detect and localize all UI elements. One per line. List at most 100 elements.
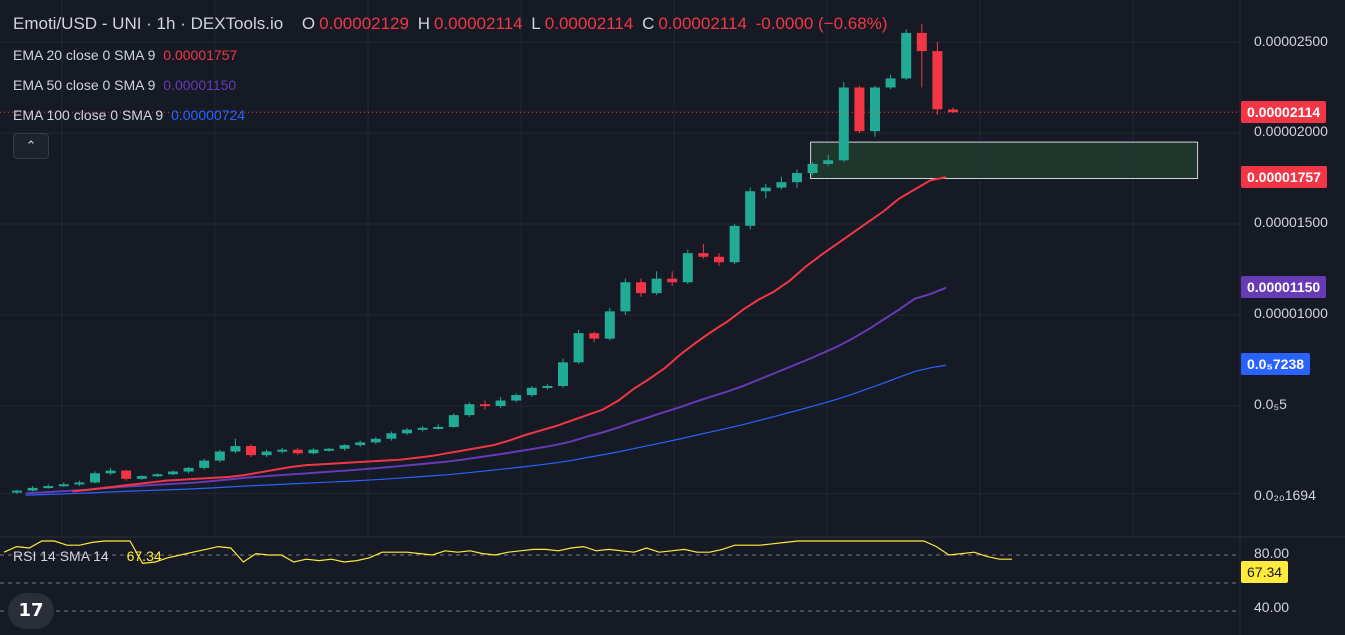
ohlc-low-value: 0.00002114: [544, 14, 634, 33]
candle-body: [58, 484, 69, 487]
rsi-tick-label: 80.00: [1254, 545, 1290, 561]
y-tick-label: 0.00001500: [1254, 214, 1328, 230]
collapse-legend-button[interactable]: ⌃: [13, 133, 49, 159]
candle-body: [246, 446, 256, 456]
candle-body: [308, 449, 319, 454]
candle-body: [870, 87, 880, 132]
ema100-line: [25, 364, 947, 496]
candle-body: [324, 448, 334, 451]
candle-body: [261, 451, 272, 456]
candle-body: [74, 482, 85, 485]
candle-body: [433, 426, 444, 429]
ohlc-low-key: L: [531, 14, 541, 33]
ohlc-close-value: 0.00002114: [658, 14, 747, 33]
candle-body: [745, 191, 756, 226]
candle-body: [480, 404, 490, 407]
candle-body: [292, 449, 303, 454]
candle-body: [651, 278, 662, 294]
candle-body: [464, 404, 475, 416]
candle-body: [417, 427, 428, 430]
rsi-name: RSI 14 SMA 14: [13, 548, 109, 564]
candle-body: [760, 187, 771, 192]
candle-body: [121, 470, 132, 479]
chevron-up-icon: ⌃: [25, 138, 37, 153]
y-tick-label: 0.00002000: [1254, 123, 1328, 139]
candle-body: [604, 311, 615, 339]
candle-body: [729, 225, 740, 263]
candle-body: [807, 163, 818, 174]
candle-body: [355, 442, 366, 446]
candle-body: [916, 32, 927, 52]
candle-body: [152, 474, 163, 477]
ohlc-high-key: H: [417, 14, 430, 33]
candle-body: [230, 446, 241, 452]
ohlc-high-value: 0.00002114: [434, 14, 523, 33]
candle-body: [511, 395, 522, 401]
y-tick-label: 0.0₂₀1694: [1254, 487, 1316, 503]
ema100-value: 0.00000724: [171, 107, 246, 123]
candle-body: [776, 182, 787, 188]
ema50-name: EMA 50 close 0 SMA 9: [13, 77, 156, 93]
candle-body: [667, 278, 678, 283]
rsi-pane: [0, 540, 1240, 612]
ema100-price-badge: 0.0₅7238: [1241, 353, 1311, 375]
candle-body: [214, 451, 225, 461]
ema20-line: [72, 176, 947, 493]
symbol-title: Emoti/USD - UNI · 1h · DEXTools.io: [13, 14, 284, 33]
candle-body: [370, 438, 381, 443]
candle-body: [277, 449, 288, 452]
ema50-line: [25, 286, 947, 495]
ema20-legend[interactable]: EMA 20 close 0 SMA 9 0.00001757: [13, 47, 241, 63]
candle-body: [948, 109, 958, 113]
candle-body: [542, 385, 553, 388]
ema100-legend[interactable]: EMA 100 close 0 SMA 9 0.00000724: [13, 107, 249, 123]
candle-body: [12, 490, 22, 493]
ema20-value: 0.00001757: [163, 47, 238, 63]
candle-body: [105, 470, 116, 474]
candle-body: [589, 333, 600, 339]
candle-body: [168, 471, 178, 475]
candle-body: [199, 460, 210, 468]
y-tick-label: 0.00002500: [1254, 33, 1328, 49]
ema50-value: 0.00001150: [163, 77, 237, 93]
ema20-name: EMA 20 close 0 SMA 9: [13, 47, 156, 63]
candle-body: [682, 253, 693, 283]
rsi-value-badge: 67.34: [1241, 561, 1289, 583]
candle-body: [558, 362, 568, 386]
candle-body: [792, 173, 802, 183]
change-value: -0.0000 (−0.68%): [755, 14, 888, 33]
tradingview-logo-mark: 17: [18, 600, 44, 621]
candle-body: [27, 487, 38, 491]
rsi-legend[interactable]: RSI 14 SMA 14 67.34: [13, 548, 162, 564]
candle-body: [495, 400, 506, 406]
ohlc-close-key: C: [642, 14, 655, 33]
candles: [12, 23, 958, 495]
y-tick-label: 0.00001000: [1254, 305, 1328, 321]
candle-body: [183, 467, 194, 472]
candle-body: [339, 445, 350, 449]
tradingview-logo[interactable]: 17: [8, 593, 54, 629]
ema100-name: EMA 100 close 0 SMA 9: [13, 107, 164, 123]
ema50-legend[interactable]: EMA 50 close 0 SMA 9 0.00001150: [13, 77, 240, 93]
y-tick-label: 0.0₅5: [1254, 396, 1287, 412]
highlight-zone: [810, 141, 1199, 180]
candle-body: [823, 160, 834, 164]
candle-body: [136, 476, 147, 479]
candle-body: [636, 282, 646, 294]
candle-body: [526, 387, 537, 396]
candle-body: [90, 473, 100, 483]
candle-body: [573, 333, 584, 363]
candle-body: [838, 87, 849, 161]
rsi-value: 67.34: [126, 548, 162, 564]
candle-body: [402, 429, 412, 434]
rsi-tick-label: 40.00: [1254, 599, 1290, 615]
candle-body: [932, 51, 943, 110]
candle-body: [43, 486, 54, 489]
chart-legend-header: Emoti/USD - UNI · 1h · DEXTools.io O 0.00…: [13, 14, 891, 34]
candle-body: [854, 87, 865, 132]
candle-body: [698, 253, 709, 257]
candle-body: [386, 433, 397, 439]
